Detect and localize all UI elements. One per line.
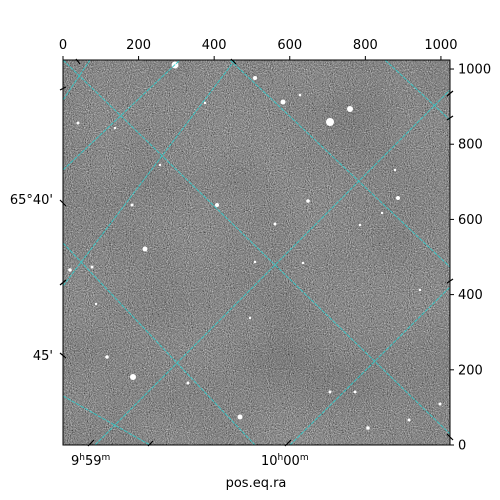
world-tick-mark-4 — [87, 439, 95, 447]
star-6 — [142, 246, 148, 252]
grid-line-3 — [384, 60, 450, 121]
star-5 — [215, 203, 219, 207]
world-tick-mark-0 — [59, 86, 67, 91]
star-10 — [186, 381, 190, 385]
right-tick-label-4: 800 — [458, 138, 483, 153]
star-23 — [253, 260, 257, 264]
world-tick-mark-7 — [75, 58, 81, 65]
grid-line-2 — [229, 60, 450, 268]
world-tick-mark-6 — [284, 439, 292, 447]
star-22 — [301, 261, 305, 265]
star-31 — [358, 223, 362, 227]
right-tick-label-1: 200 — [458, 363, 483, 378]
top-tick-label-2: 400 — [202, 38, 227, 53]
ra-tick-label-1: 10h00m — [261, 453, 309, 469]
top-tick-label-0: 0 — [59, 38, 67, 53]
star-34 — [248, 316, 252, 320]
right-pixel-axis: 0 200 400 600 800 1000 — [450, 63, 491, 454]
star-8 — [253, 76, 257, 80]
grid-line-7 — [94, 89, 450, 445]
star-25 — [113, 126, 117, 130]
star-30 — [158, 163, 162, 167]
world-tick-mark-11 — [446, 90, 454, 97]
star-27 — [418, 288, 422, 292]
star-4 — [130, 374, 136, 380]
star-9 — [105, 355, 109, 359]
star-32 — [94, 302, 98, 306]
top-tick-label-1: 200 — [126, 38, 151, 53]
star-12 — [306, 199, 310, 203]
dec-tick-label-0: 65°40' — [10, 193, 53, 208]
right-tick-label-2: 400 — [458, 288, 483, 303]
top-tick-label-5: 1000 — [424, 38, 457, 53]
world-tick-mark-9 — [446, 115, 454, 121]
star-2 — [347, 106, 353, 112]
star-33 — [393, 168, 397, 172]
star-21 — [353, 390, 357, 394]
star-19 — [438, 402, 442, 406]
grid-line-6 — [63, 60, 181, 171]
plot-frame — [62, 59, 451, 446]
top-tick-label-4: 800 — [353, 38, 378, 53]
right-tick-label-3: 600 — [458, 213, 483, 228]
star-24 — [203, 101, 207, 105]
grid-line-8 — [289, 286, 450, 445]
ra-tick-label-0: 9h59m — [71, 453, 110, 469]
top-pixel-axis: 0 200 400 600 800 1000 — [59, 38, 457, 60]
top-tick-label-3: 600 — [277, 38, 302, 53]
grid-line-1 — [63, 242, 256, 445]
dec-tick-label-1: 45' — [33, 349, 53, 364]
star-28 — [76, 121, 80, 125]
star-26 — [380, 211, 384, 215]
star-17 — [366, 426, 370, 430]
world-tick-mark-1 — [59, 199, 67, 207]
grid-line-5 — [63, 60, 91, 101]
star-16 — [68, 268, 72, 272]
grid-line-9 — [63, 60, 236, 287]
right-tick-label-5: 1000 — [458, 63, 491, 78]
x-axis-label: pos.eq.ra — [226, 476, 287, 491]
world-tick-mark-10 — [446, 278, 454, 284]
world-tick-mark-12 — [446, 433, 454, 441]
star-11 — [396, 196, 400, 200]
star-18 — [407, 418, 411, 422]
star-1 — [326, 118, 334, 126]
world-tick-mark-2 — [59, 279, 67, 286]
world-tick-mark-3 — [59, 352, 67, 359]
star-29 — [298, 93, 302, 97]
world-coordinate-ticks — [59, 58, 454, 447]
grid-line-4 — [63, 395, 151, 445]
star-3 — [280, 99, 286, 105]
star-14 — [130, 203, 134, 207]
image-panel — [63, 60, 450, 445]
grid-line-0 — [63, 60, 450, 435]
star-13 — [273, 222, 277, 226]
coordinate-grid — [63, 60, 450, 445]
star-7 — [237, 414, 243, 420]
world-tick-mark-8 — [230, 58, 237, 65]
stars-layer — [68, 61, 442, 430]
world-tick-mark-5 — [147, 440, 154, 447]
star-15 — [90, 265, 94, 269]
right-tick-label-0: 0 — [458, 439, 466, 454]
image-large-scale-structure — [63, 60, 450, 445]
star-20 — [328, 390, 332, 394]
